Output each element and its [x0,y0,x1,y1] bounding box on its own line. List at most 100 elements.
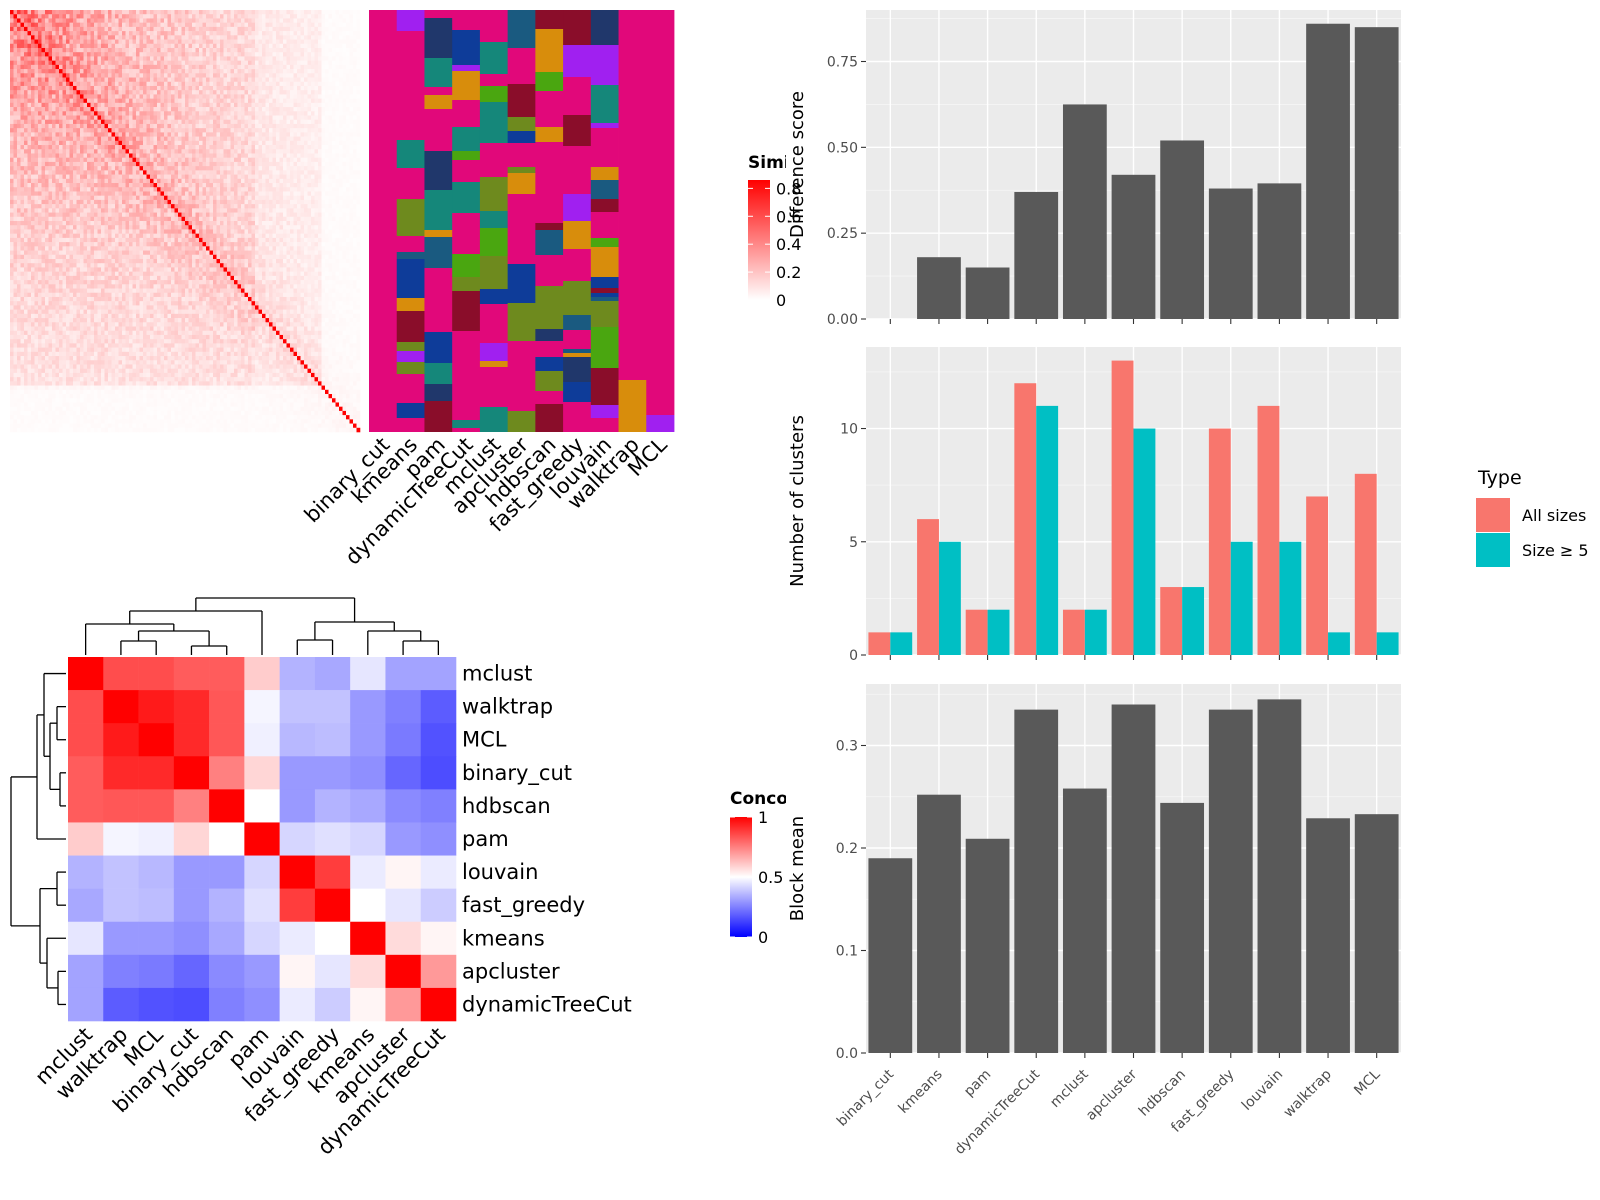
similarity-cell [13,81,18,87]
similarity-cell [157,191,161,196]
similarity-cell [244,81,249,87]
similarity-cell [286,90,291,95]
similarity-cell [318,111,322,116]
similarity-cell [255,161,259,167]
similarity-cell [202,149,207,154]
similarity-cell [216,94,221,99]
similarity-cell [76,183,81,188]
similarity-cell [108,178,112,184]
similarity-cell [83,10,88,15]
similarity-cell [125,69,130,74]
similarity-cell [279,153,284,158]
similarity-cell [248,208,252,213]
similarity-cell [227,26,231,32]
similarity-cell [73,199,77,205]
similarity-cell [227,18,231,23]
similarity-cell [146,35,151,40]
similarity-cell [230,85,235,91]
similarity-cell [136,10,140,15]
similarity-cell [192,73,196,78]
similarity-cell [314,149,319,154]
similarity-cell [62,216,67,222]
similarity-cell [111,195,116,201]
similarity-cell [283,52,287,57]
similarity-cell [286,98,291,104]
similarity-cell [17,81,21,87]
similarity-cell [167,166,172,171]
similarity-cell [62,157,67,163]
similarity-cell [174,178,179,184]
similarity-cell [118,123,123,129]
similarity-cell [45,43,49,49]
similarity-cell [38,56,42,61]
similarity-cell [59,153,63,158]
similarity-cell [314,107,319,112]
similarity-cell [129,111,133,116]
similarity-cell [139,153,144,158]
similarity-cell [255,166,259,171]
similarity-cell [111,98,116,104]
similarity-cell [24,136,28,142]
similarity-cell [10,26,14,32]
similarity-cell [353,60,357,66]
similarity-cell [150,14,154,19]
similarity-cell [314,94,319,99]
similarity-cell [90,136,95,142]
similarity-cell [269,145,273,150]
similarity-cell [83,128,88,133]
similarity-cell [185,85,189,91]
similarity-cell [164,26,168,32]
similarity-cell [332,119,336,125]
similarity-cell [90,69,95,74]
similarity-cell [209,111,214,116]
similarity-cell [157,39,161,45]
similarity-cell [307,98,312,104]
similarity-cell [199,94,203,99]
similarity-cell [307,107,312,112]
similarity-cell [171,22,175,28]
similarity-cell [139,161,144,167]
similarity-cell [213,212,217,218]
similarity-cell [115,43,119,49]
similarity-cell [69,26,74,32]
similarity-cell [237,43,242,49]
similarity-cell [269,111,273,116]
similarity-cell [115,39,119,45]
similarity-cell [38,52,42,57]
similarity-cell [251,153,256,158]
similarity-cell [283,191,287,196]
similarity-cell [27,166,32,171]
similarity-cell [318,157,322,163]
similarity-cell [20,81,25,87]
similarity-cell [178,128,182,133]
similarity-cell [20,98,25,104]
similarity-cell [297,149,301,154]
similarity-cell [111,107,116,112]
similarity-cell [94,161,98,167]
similarity-cell [234,174,238,180]
similarity-cell [237,166,242,171]
similarity-cell [20,85,25,91]
similarity-cell [307,64,312,70]
similarity-cell [241,136,245,142]
similarity-cell [83,178,88,184]
similarity-cell [188,199,193,205]
similarity-cell [153,208,158,213]
similarity-cell [188,69,193,74]
similarity-cell [34,136,39,142]
similarity-cell [59,212,63,218]
similarity-cell [213,111,217,116]
similarity-cell [216,14,221,19]
similarity-cell [269,178,273,184]
similarity-cell [300,123,305,129]
similarity-cell [293,174,298,180]
similarity-cell [220,195,224,201]
similarity-cell [178,90,182,95]
similarity-cell [143,35,147,40]
similarity-cell [283,119,287,125]
similarity-cell [31,31,35,36]
similarity-cell [164,85,168,91]
similarity-cell [346,94,350,99]
similarity-cell [118,161,123,167]
similarity-cell [349,191,354,196]
